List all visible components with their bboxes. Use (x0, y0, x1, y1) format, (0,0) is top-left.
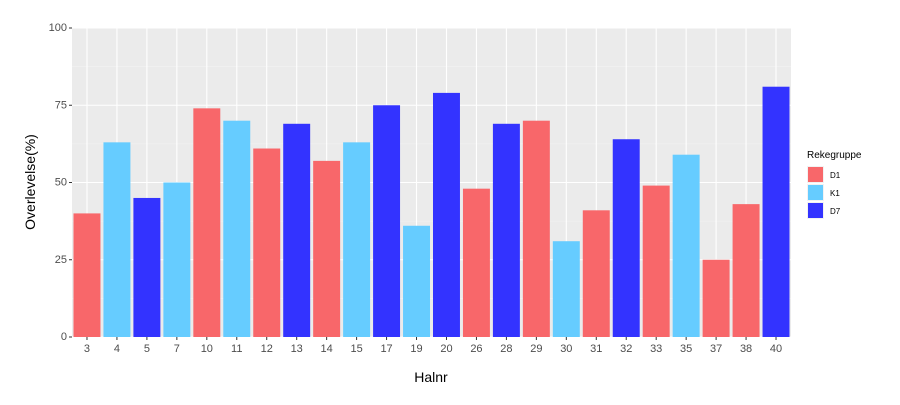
bar-38 (732, 204, 760, 337)
bar-40 (762, 86, 790, 338)
legend: Rekegruppe D1 K1 D7 (807, 150, 862, 219)
bar-14 (313, 160, 341, 337)
x-tick-label: 32 (620, 343, 632, 355)
y-tick-label: 75 (55, 99, 67, 111)
legend-label-D7: D7 (830, 207, 841, 216)
bar-19 (403, 225, 431, 337)
legend-swatch-D7 (808, 203, 823, 218)
x-tick-label: 35 (680, 343, 692, 355)
legend-swatch-K1 (808, 185, 823, 200)
x-tick-label: 13 (291, 343, 303, 355)
y-tick-label: 0 (61, 331, 67, 343)
legend-swatch-D1 (808, 167, 823, 182)
bar-7 (163, 182, 191, 337)
bar-30 (552, 241, 580, 337)
y-tick-label: 100 (49, 22, 67, 34)
bar-5 (133, 197, 161, 337)
x-tick-label: 3 (84, 343, 90, 355)
bar-3 (73, 213, 101, 337)
x-axis: 3 4 5 7 10 11 12 13 14 15 17 19 20 26 28 29 30 31 32 33 35 37… (84, 337, 782, 355)
y-tick-label: 25 (55, 254, 67, 266)
x-axis-title: Halnr (414, 369, 448, 385)
bar-29 (522, 120, 550, 337)
bar-33 (642, 185, 670, 337)
x-tick-label: 29 (530, 343, 542, 355)
y-tick-label: 50 (55, 177, 67, 189)
x-tick-label: 14 (321, 343, 333, 355)
y-axis: 0 25 50 75 100 (49, 22, 72, 343)
legend-label-K1: K1 (830, 189, 840, 198)
x-tick-label: 15 (350, 343, 362, 355)
x-tick-label: 31 (590, 343, 602, 355)
bar-4 (103, 142, 131, 337)
x-tick-label: 10 (201, 343, 213, 355)
x-tick-label: 7 (174, 343, 180, 355)
bar-13 (283, 123, 311, 337)
bar-11 (223, 120, 251, 337)
bar-26 (462, 188, 490, 337)
bar-17 (373, 105, 401, 337)
bar-15 (343, 142, 371, 337)
x-tick-label: 30 (560, 343, 572, 355)
x-tick-label: 26 (470, 343, 482, 355)
x-tick-label: 28 (500, 343, 512, 355)
x-tick-label: 40 (770, 343, 782, 355)
bar-12 (253, 148, 281, 337)
x-tick-label: 20 (440, 343, 452, 355)
legend-label-D1: D1 (830, 171, 841, 180)
x-tick-label: 11 (231, 343, 242, 355)
bar-37 (702, 259, 730, 337)
x-tick-label: 38 (740, 343, 752, 355)
x-tick-label: 4 (114, 343, 120, 355)
bars (73, 86, 790, 338)
bar-32 (612, 139, 640, 337)
x-tick-label: 19 (410, 343, 422, 355)
legend-title: Rekegruppe (807, 150, 862, 161)
bar-35 (672, 154, 700, 337)
x-tick-label: 17 (380, 343, 392, 355)
bar-10 (193, 108, 221, 337)
x-tick-label: 12 (261, 343, 273, 355)
bar-20 (432, 92, 460, 337)
x-tick-label: 37 (710, 343, 722, 355)
y-axis-title: Overlevelse(%) (22, 134, 38, 230)
x-tick-label: 5 (144, 343, 150, 355)
bar-31 (582, 210, 610, 337)
bar-28 (492, 123, 520, 337)
x-tick-label: 33 (650, 343, 662, 355)
